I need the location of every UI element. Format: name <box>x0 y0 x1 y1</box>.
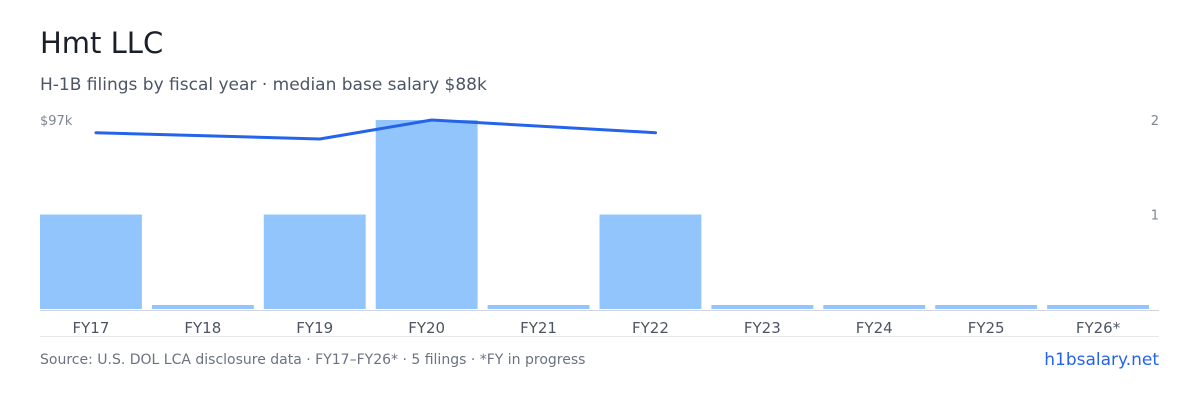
x-tick-label: FY21 <box>520 319 557 337</box>
y-right-tick-label: 2 <box>1151 114 1159 129</box>
x-tick-label: FY23 <box>744 319 781 337</box>
x-tick-label: FY18 <box>184 319 221 337</box>
x-tick-label: FY26* <box>1076 319 1121 337</box>
x-tick-label: FY17 <box>73 319 110 337</box>
source-note: Source: U.S. DOL LCA disclosure data · F… <box>40 352 586 368</box>
bar <box>151 305 254 309</box>
x-tick-label: FY24 <box>856 319 893 337</box>
y-right-tick-label: 1 <box>1151 209 1159 224</box>
site-link[interactable]: h1bsalary.net <box>1044 350 1159 370</box>
bar <box>375 120 478 309</box>
chart-subtitle: H-1B filings by fiscal year · median bas… <box>40 75 487 95</box>
bar <box>1047 305 1149 309</box>
y-left-label: $97k <box>40 114 73 129</box>
bar <box>263 214 366 309</box>
x-tick-label: FY25 <box>968 319 1005 337</box>
bar <box>487 305 590 309</box>
x-tick-label: FY19 <box>296 319 333 337</box>
bar <box>935 305 1038 309</box>
x-tick-label: FY22 <box>632 319 669 337</box>
bar <box>40 214 142 309</box>
salary-line <box>94 118 657 141</box>
bar <box>823 305 926 309</box>
bar <box>599 214 702 309</box>
bar <box>711 305 814 309</box>
x-tick-label: FY20 <box>408 319 445 337</box>
chart-title: Hmt LLC <box>40 26 164 60</box>
